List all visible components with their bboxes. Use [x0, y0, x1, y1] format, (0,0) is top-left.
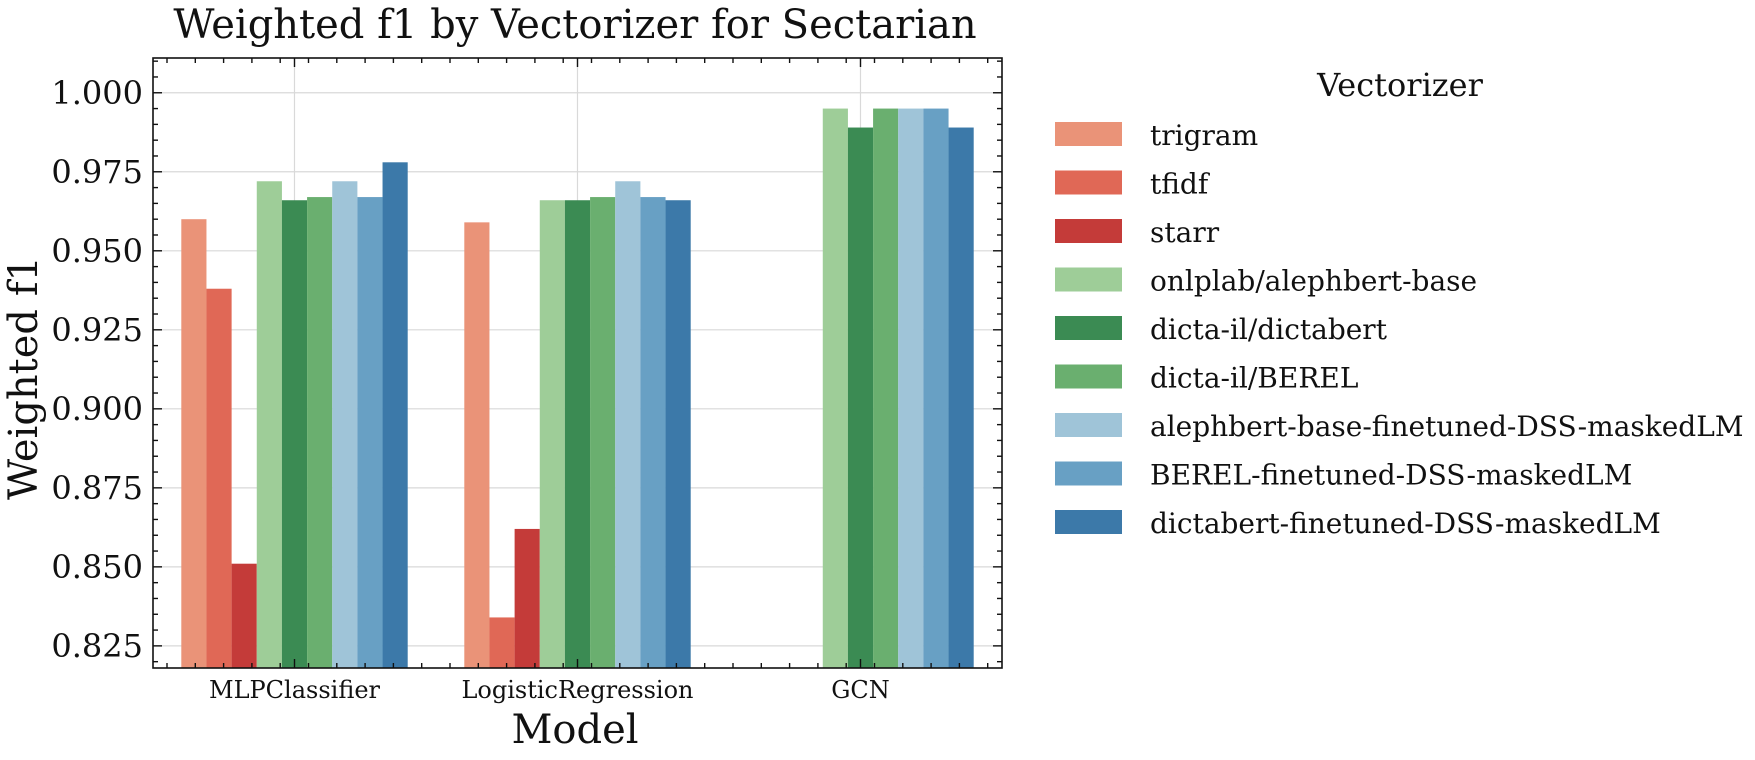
y-axis-title: Weighted f1 [1, 256, 47, 500]
bar-berel-finetuned-dss-maskedlm-logisticregression [640, 197, 666, 668]
bar-berel-finetuned-dss-maskedlm-gcn [923, 108, 949, 668]
bars [181, 108, 974, 669]
y-tick-label: 0.825 [51, 627, 143, 665]
bar-dicta-il-berel-logisticregression [590, 197, 616, 668]
bar-dicta-il-dictabert-gcn [847, 127, 874, 668]
legend-label: dicta-il/dictabert [1150, 313, 1388, 346]
y-tick-labels: 0.825 0.850 0.875 0.900 0.925 0.950 0.975 1.000 [51, 74, 143, 665]
legend-title: Vectorizer [1316, 66, 1483, 104]
legend-swatch [1055, 316, 1122, 340]
legend-label: dicta-il/BEREL [1150, 362, 1358, 395]
chart-title: Weighted f1 by Vectorizer for Sectarian [173, 2, 976, 48]
legend-swatch [1055, 364, 1122, 389]
legend-label: trigram [1150, 119, 1258, 152]
legend-swatch [1055, 122, 1122, 146]
bar-onlplab-alephbert-base-gcn [822, 108, 848, 668]
bar-berel-finetuned-dss-maskedlm-mlpclassifier [357, 197, 383, 668]
y-tick-label: 0.950 [51, 232, 143, 270]
bar-tfidf-logisticregression [489, 617, 515, 668]
bar-trigram-logisticregression [464, 222, 490, 668]
y-tick-label: 0.900 [51, 390, 143, 428]
x-tick-labels: MLPClassifier LogisticRegression GCN [209, 676, 890, 704]
y-tick-label: 0.925 [51, 311, 143, 349]
bar-onlplab-alephbert-base-mlpclassifier [256, 181, 282, 668]
bar-alephbert-base-finetuned-dss-maskedlm-mlpclassifier [332, 181, 358, 668]
bar-dictabert-finetuned-dss-maskedlm-gcn [948, 127, 974, 668]
bar-dicta-il-dictabert-mlpclassifier [281, 200, 308, 669]
legend-label: alephbert-base-finetuned-DSS-maskedLM [1150, 410, 1743, 443]
bar-onlplab-alephbert-base-logisticregression [539, 200, 565, 669]
legend-swatch [1055, 267, 1122, 292]
bar-alephbert-base-finetuned-dss-maskedlm-logisticregression [615, 181, 641, 668]
x-tick-label: MLPClassifier [209, 676, 381, 704]
bar-dictabert-finetuned-dss-maskedlm-mlpclassifier [382, 162, 408, 669]
y-tick-label: 0.850 [51, 548, 143, 586]
legend-swatch [1055, 170, 1122, 195]
bar-dicta-il-berel-gcn [873, 108, 899, 668]
legend-label: onlplab/alephbert-base [1150, 265, 1477, 298]
bar-dicta-il-berel-mlpclassifier [307, 197, 333, 668]
bar-dictabert-finetuned-dss-maskedlm-logisticregression [665, 200, 691, 669]
y-tick-label: 0.975 [51, 153, 143, 191]
legend-label: dictabert-finetuned-DSS-maskedLM [1150, 507, 1661, 540]
axis-ticks [153, 58, 1002, 668]
bar-trigram-mlpclassifier [181, 219, 207, 668]
legend-label: BEREL-finetuned-DSS-maskedLM [1150, 459, 1632, 492]
bar-starr-mlpclassifier [231, 563, 257, 668]
legend-swatch [1055, 413, 1122, 437]
x-tick-label: GCN [831, 676, 890, 704]
y-tick-label: 0.875 [51, 469, 143, 507]
legend-items: trigram tfidf starr onlplab/alephbert-base d… [1055, 119, 1743, 540]
bar-alephbert-base-finetuned-dss-maskedlm-gcn [898, 108, 924, 668]
legend-swatch [1055, 219, 1122, 243]
legend-label: starr [1150, 216, 1220, 249]
legend: Vectorizer trigram tfidf starr onlplab/alep… [1055, 66, 1743, 540]
legend-label: tfidf [1150, 168, 1211, 201]
bar-dicta-il-dictabert-logisticregression [564, 200, 591, 669]
legend-swatch [1055, 461, 1122, 486]
bar-tfidf-mlpclassifier [206, 288, 232, 668]
legend-swatch [1055, 510, 1122, 534]
x-axis-title: Model [511, 707, 638, 753]
bar-starr-logisticregression [514, 528, 540, 668]
y-tick-label: 1.000 [51, 74, 143, 112]
x-tick-label: LogisticRegression [461, 676, 693, 704]
